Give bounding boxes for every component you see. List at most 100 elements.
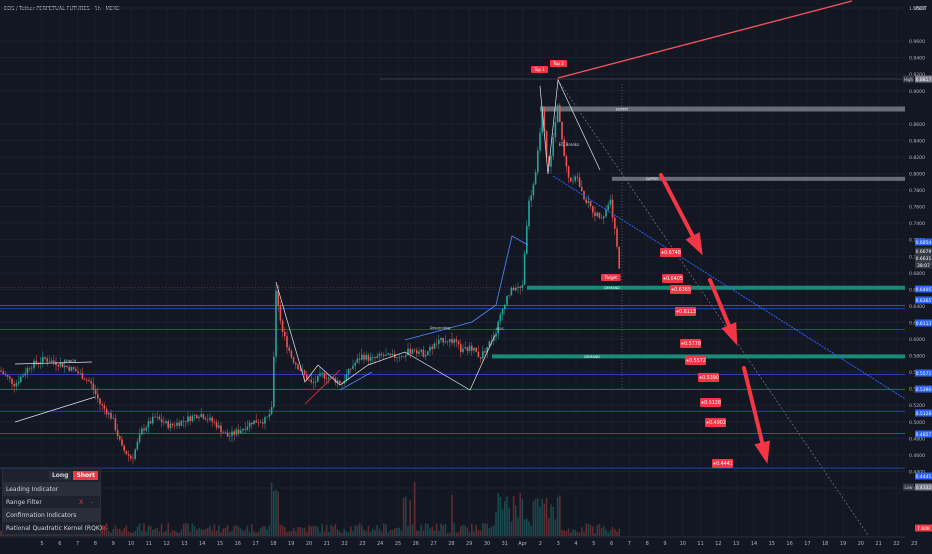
candle-body — [202, 414, 205, 419]
price-axis[interactable] — [905, 0, 932, 550]
target-dot — [681, 342, 684, 345]
volume-bar — [409, 500, 411, 536]
volume-bar — [422, 530, 425, 536]
candle-body — [229, 436, 231, 437]
volume-bar — [398, 527, 400, 536]
candle-body — [506, 295, 508, 305]
candle-body — [57, 365, 59, 367]
currency-label: USDT — [913, 6, 928, 12]
volume-bar — [165, 530, 167, 536]
candle-body — [345, 374, 348, 382]
candle-body — [530, 195, 532, 201]
volume-bar — [508, 507, 510, 536]
x-axis-labels: 5 6 7 8 9 10 11 12 13 14 15 16 17 18 19 20 21 22 23 24 25 26 2… — [40, 541, 917, 547]
target-label: 0.4902 — [709, 420, 726, 426]
candle-body — [97, 394, 99, 399]
candle-body — [132, 458, 134, 459]
candle-body — [477, 351, 480, 357]
candle-body — [499, 314, 502, 322]
volume-bar — [266, 529, 268, 536]
candle-body — [592, 206, 594, 213]
price-tag-bg — [915, 296, 932, 304]
volume-bar — [325, 524, 328, 536]
candle-body — [378, 353, 381, 357]
volume-bar — [101, 525, 103, 536]
volume-bar — [147, 525, 150, 536]
candle-body — [383, 354, 385, 356]
candle-body — [209, 417, 211, 420]
candle-body — [4, 373, 7, 375]
candle-body — [589, 201, 592, 207]
candle-body — [356, 358, 359, 363]
candle-body — [178, 422, 180, 426]
volume-bar — [407, 525, 409, 536]
candle-body — [552, 137, 554, 157]
candle-body — [2, 371, 4, 374]
candle-body — [226, 432, 229, 437]
price-tag: 7.60K — [917, 526, 931, 532]
volume-bar — [556, 497, 559, 536]
candle-body — [46, 358, 48, 362]
volume-bar — [383, 523, 385, 536]
x-tick-label: 15 — [769, 541, 775, 547]
volume-bar — [171, 529, 174, 536]
candle-body — [152, 416, 154, 424]
candle-body — [277, 290, 279, 306]
x-tick-label: 23 — [359, 541, 365, 547]
x-tick-label: 9 — [663, 541, 666, 547]
candle-body — [306, 374, 308, 380]
volume-bar — [510, 521, 513, 536]
x-tick-label: Apr — [518, 541, 528, 547]
candle-body — [268, 414, 271, 417]
candle-body — [541, 106, 543, 133]
x-tick-label: 26 — [413, 541, 419, 547]
candle-body — [83, 378, 86, 380]
candle-body — [416, 350, 418, 354]
candle-body — [405, 355, 407, 357]
candle-body — [6, 374, 9, 377]
candle-body — [240, 430, 242, 434]
volume-bar — [429, 528, 431, 536]
candle-body — [163, 422, 165, 423]
target-box — [660, 248, 681, 257]
candle-body — [224, 432, 227, 434]
candle-body — [59, 362, 62, 367]
x-tick-label: 11 — [697, 541, 703, 547]
candle-body — [325, 378, 328, 380]
volume-bar — [160, 523, 163, 536]
candle-body — [145, 427, 147, 431]
volume-bar — [515, 505, 517, 536]
candle-body — [64, 365, 66, 368]
volume-bar — [152, 529, 154, 536]
candle-body — [55, 362, 57, 366]
candle-body — [312, 382, 315, 383]
volume-bar — [486, 523, 488, 536]
volume-bar — [391, 529, 394, 536]
price-tag-bg — [915, 247, 932, 255]
candle-body — [167, 421, 169, 428]
x-tick-label: 10 — [680, 541, 686, 547]
candle-body — [526, 226, 528, 254]
candle-body — [248, 422, 251, 427]
candle-body — [180, 420, 183, 426]
price-tag: 0.6854 — [916, 240, 932, 246]
x-tick-label: 22 — [341, 541, 347, 547]
volume-bar — [618, 528, 620, 536]
volume-bar — [321, 523, 323, 536]
candle-body — [222, 432, 224, 433]
volume-bar — [314, 525, 317, 536]
candle-body — [350, 368, 352, 370]
volume-bar — [257, 531, 260, 536]
legend-row-label: Rational Quadratic Kernel (RQK) — [6, 524, 103, 532]
candle-body — [548, 156, 550, 167]
candle-body — [308, 379, 310, 381]
target-dot — [663, 277, 666, 280]
target-label: 0.5778 — [684, 341, 701, 347]
candle-body — [424, 355, 427, 357]
volume-bar — [563, 530, 565, 536]
volume-bar — [433, 530, 436, 536]
volume-bar — [277, 491, 279, 536]
candle-body — [262, 422, 264, 424]
